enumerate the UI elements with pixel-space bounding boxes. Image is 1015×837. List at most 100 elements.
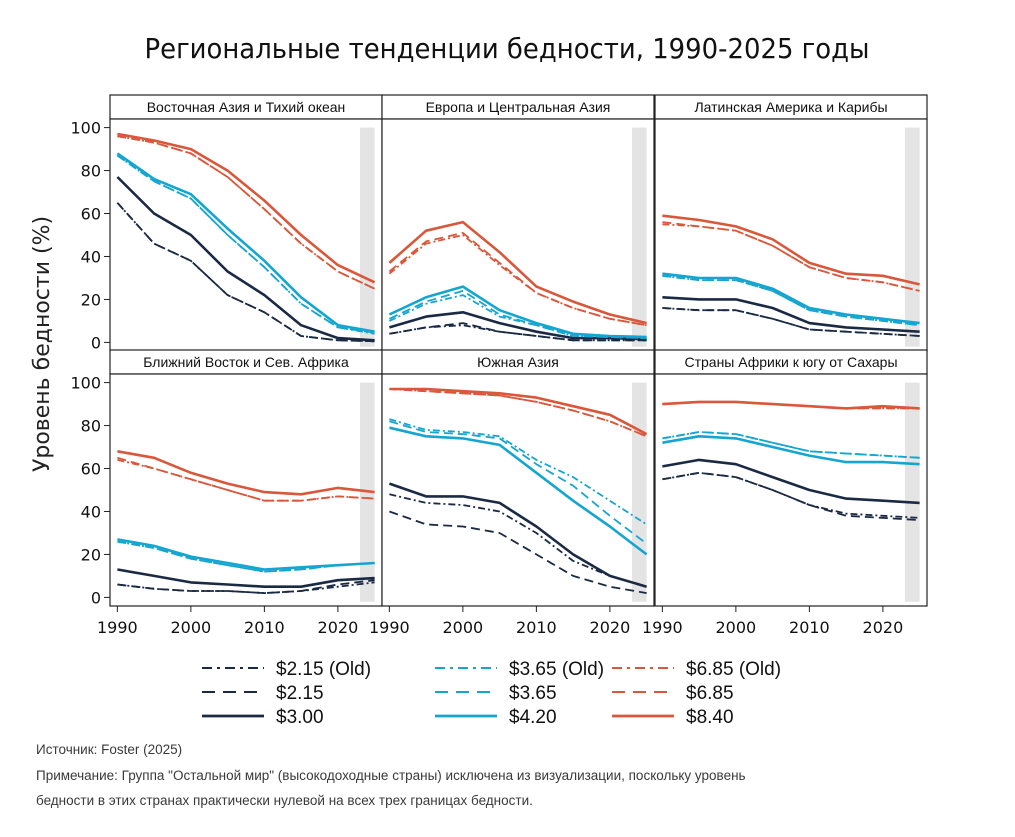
y-tick-label: 0 (91, 333, 101, 352)
series-365 (389, 420, 648, 545)
series-215 (116, 202, 375, 343)
series-420 (389, 426, 648, 556)
series-685 (117, 456, 375, 502)
y-tick-label: 60 (81, 460, 101, 479)
series-365-old (662, 274, 920, 327)
series-685 (388, 231, 647, 327)
x-tick-label: 1990 (642, 618, 683, 637)
panel-6: Страны Африки к югу от Сахары 1990 2000 201… (642, 349, 928, 637)
series-365 (662, 431, 920, 459)
legend-label: $2.15 (Old) (276, 659, 371, 680)
legend-label: $4.20 (509, 707, 557, 728)
x-tick-label: 2000 (716, 618, 757, 637)
series-365 (662, 274, 920, 327)
legend: $2.15 (Old) $2.15 $3.00 $3.65 (Old) $3.65 $4.… (202, 659, 781, 728)
series-300 (662, 458, 920, 505)
y-tick-label: 40 (81, 247, 101, 266)
legend-label: $2.15 (276, 683, 324, 704)
x-tick-label: 2020 (590, 618, 631, 637)
series-840 (662, 400, 920, 410)
series-300 (662, 296, 920, 333)
series-685 (389, 388, 647, 438)
forecast-shade (904, 127, 920, 347)
series-420 (116, 152, 375, 333)
panel-strip (381, 94, 655, 120)
y-tick-label: 80 (81, 417, 101, 436)
series-420 (388, 285, 647, 339)
forecast-shade (631, 127, 647, 347)
panel-title: Страны Африки к югу от Сахары (684, 354, 897, 370)
series-685-old (117, 459, 375, 502)
panel-frame (109, 373, 383, 607)
panel-title: Латинская Америка и Карибы (694, 99, 887, 115)
forecast-shade (359, 127, 375, 347)
y-tick-label: 80 (81, 162, 101, 181)
series-840 (662, 214, 920, 286)
legend-label: $8.40 (686, 707, 734, 728)
x-tick-label: 2020 (863, 618, 904, 637)
legend-label: $3.65 (509, 683, 557, 704)
panel-frame (654, 373, 928, 607)
series-215 (389, 322, 647, 342)
x-tick-label: 2010 (244, 618, 285, 637)
series-215 (117, 579, 375, 594)
series-215-old (117, 581, 375, 594)
x-tick-label: 2020 (318, 618, 359, 637)
y-tick-label: 100 (70, 119, 101, 138)
panel-strip (654, 349, 928, 375)
panel-frame (654, 118, 928, 352)
series-840 (389, 387, 648, 436)
series-365 (116, 154, 375, 334)
series-215 (662, 307, 920, 337)
footnote-line-2: бедности в этих странах практически нуле… (36, 793, 533, 808)
panel-frame (109, 118, 383, 352)
y-tick-label: 60 (81, 205, 101, 224)
x-tick-label: 2000 (171, 618, 212, 637)
y-tick-label: 40 (81, 502, 101, 521)
panel-frame (381, 373, 655, 607)
series-215 (389, 510, 647, 594)
panel-3: Латинская Америка и Карибы (654, 94, 928, 352)
forecast-shade (631, 382, 647, 602)
panel-title: Ближний Восток и Сев. Африка (143, 354, 349, 370)
panel-frame (381, 118, 655, 352)
panel-strip (109, 94, 383, 120)
panel-2: Европа и Центральная Азия (381, 94, 655, 352)
footnote-line-1: Примечание: Группа "Остальной мир" (высо… (36, 768, 746, 783)
panel-title: Южная Азия (477, 354, 559, 370)
panel-5: Южная Азия 1990 2000 2010 2020 (369, 349, 655, 637)
panel-title: Восточная Азия и Тихий океан (147, 99, 346, 115)
panel-1: Восточная Азия и Тихий океан 0 20 40 60 80 100 (70, 94, 383, 352)
y-axis-label: Уровень бедности (%) (30, 216, 55, 472)
legend-label: $6.85 (Old) (686, 659, 781, 680)
series-840 (388, 220, 647, 325)
x-tick-label: 2000 (443, 618, 484, 637)
series-215 (662, 471, 920, 521)
series-215-old (662, 471, 920, 519)
panel-4: Ближний Восток и Сев. Африка 0 20 40 60 80 100… (70, 349, 383, 637)
x-tick-label: 1990 (369, 618, 410, 637)
legend-label: $6.85 (686, 683, 734, 704)
legend-label: $3.65 (Old) (509, 659, 604, 680)
x-tick-label: 2010 (516, 618, 557, 637)
y-tick-label: 20 (81, 290, 101, 309)
series-840 (117, 132, 376, 284)
panel-strip (381, 349, 655, 375)
source-note: Источник: Foster (2025) (36, 742, 183, 757)
series-685 (117, 135, 375, 290)
series-840 (117, 450, 375, 496)
y-tick-label: 0 (91, 588, 101, 607)
series-420 (117, 538, 375, 571)
series-685 (662, 221, 920, 292)
panel-strip (654, 94, 928, 120)
series-420 (662, 434, 920, 466)
y-tick-label: 20 (81, 545, 101, 564)
panel-title: Европа и Центральная Азия (426, 99, 611, 115)
series-300 (117, 568, 375, 589)
x-tick-label: 1990 (97, 618, 138, 637)
series-300 (389, 310, 647, 341)
x-tick-label: 2010 (789, 618, 830, 637)
series-300 (388, 482, 647, 588)
series-420 (662, 272, 920, 325)
